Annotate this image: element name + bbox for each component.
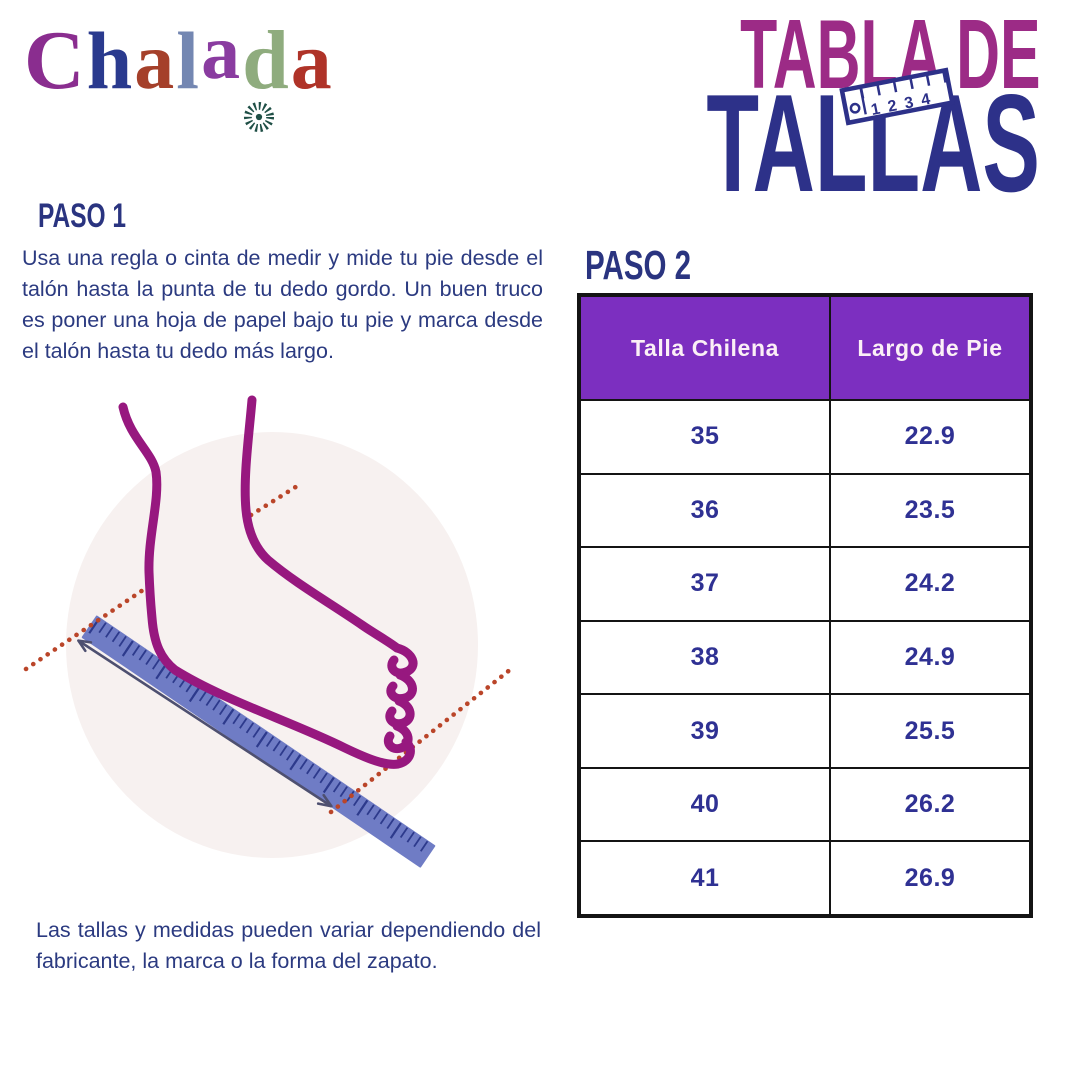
foot-outline xyxy=(118,395,418,769)
ruler-number: 2 xyxy=(886,97,898,115)
heel-guide-dotted-line xyxy=(23,480,305,672)
logo-letter: h xyxy=(86,15,135,106)
cell-foot-length: 24.2 xyxy=(830,547,1030,621)
cell-foot-length: 22.9 xyxy=(830,400,1030,474)
ruler-number: 3 xyxy=(903,94,915,112)
logo-letter: d xyxy=(242,12,291,133)
cell-chilean-size: 41 xyxy=(580,841,830,915)
cell-chilean-size: 39 xyxy=(580,694,830,768)
flower-icon xyxy=(242,58,276,133)
cell-foot-length: 24.9 xyxy=(830,620,1030,695)
ruler-number: 4 xyxy=(920,91,932,109)
illustration-ruler xyxy=(81,615,436,868)
cell-chilean-size: 40 xyxy=(580,767,830,842)
step2-heading: PASO 2 xyxy=(585,245,732,286)
cell-chilean-size: 37 xyxy=(580,547,830,621)
step1-heading: PASO 1 xyxy=(38,199,160,233)
cell-chilean-size: 36 xyxy=(580,473,830,548)
brand-logo: Chalad a xyxy=(24,8,334,133)
cell-foot-length: 23.5 xyxy=(830,473,1030,548)
cell-chilean-size: 35 xyxy=(580,400,830,474)
cell-foot-length: 26.2 xyxy=(830,767,1030,842)
ruler-icon: 1 2 3 4 xyxy=(839,67,955,126)
foot-measurement-illustration xyxy=(23,395,514,868)
size-table-header-size: Talla Chilena xyxy=(580,296,830,400)
step1-heading-text: PASO 1 xyxy=(38,197,126,235)
ruler-number: 1 xyxy=(870,101,882,119)
step1-body: Usa una regla o cinta de medir y mide tu… xyxy=(22,246,543,363)
toe-guide-dotted-line xyxy=(328,666,514,815)
logo-letter: C xyxy=(24,14,87,107)
cell-chilean-size: 38 xyxy=(580,620,830,695)
measurement-arrow xyxy=(77,639,333,808)
logo-letter: a xyxy=(201,8,243,95)
size-table: Talla Chilena Largo de Pie 35 22.9 36 23.5 3… xyxy=(577,293,1033,918)
logo-letter: a xyxy=(290,15,334,106)
logo-letter: l xyxy=(176,15,202,106)
cell-foot-length: 25.5 xyxy=(830,694,1030,768)
logo-letter: a xyxy=(134,18,177,106)
size-table-header-length: Largo de Pie xyxy=(830,296,1030,400)
step2-heading-text: PASO 2 xyxy=(585,242,692,288)
illustration-background-circle xyxy=(66,432,478,858)
cell-foot-length: 26.9 xyxy=(830,841,1030,915)
disclaimer: Las tallas y medidas pueden variar depen… xyxy=(36,918,541,973)
